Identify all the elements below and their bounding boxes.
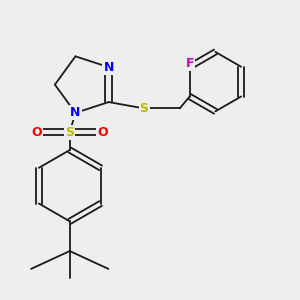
- Text: N: N: [103, 61, 114, 74]
- Text: S: S: [65, 126, 74, 139]
- Text: O: O: [97, 126, 108, 139]
- Text: O: O: [32, 126, 42, 139]
- Text: F: F: [185, 57, 194, 70]
- Text: N: N: [70, 106, 81, 119]
- Text: S: S: [140, 102, 148, 115]
